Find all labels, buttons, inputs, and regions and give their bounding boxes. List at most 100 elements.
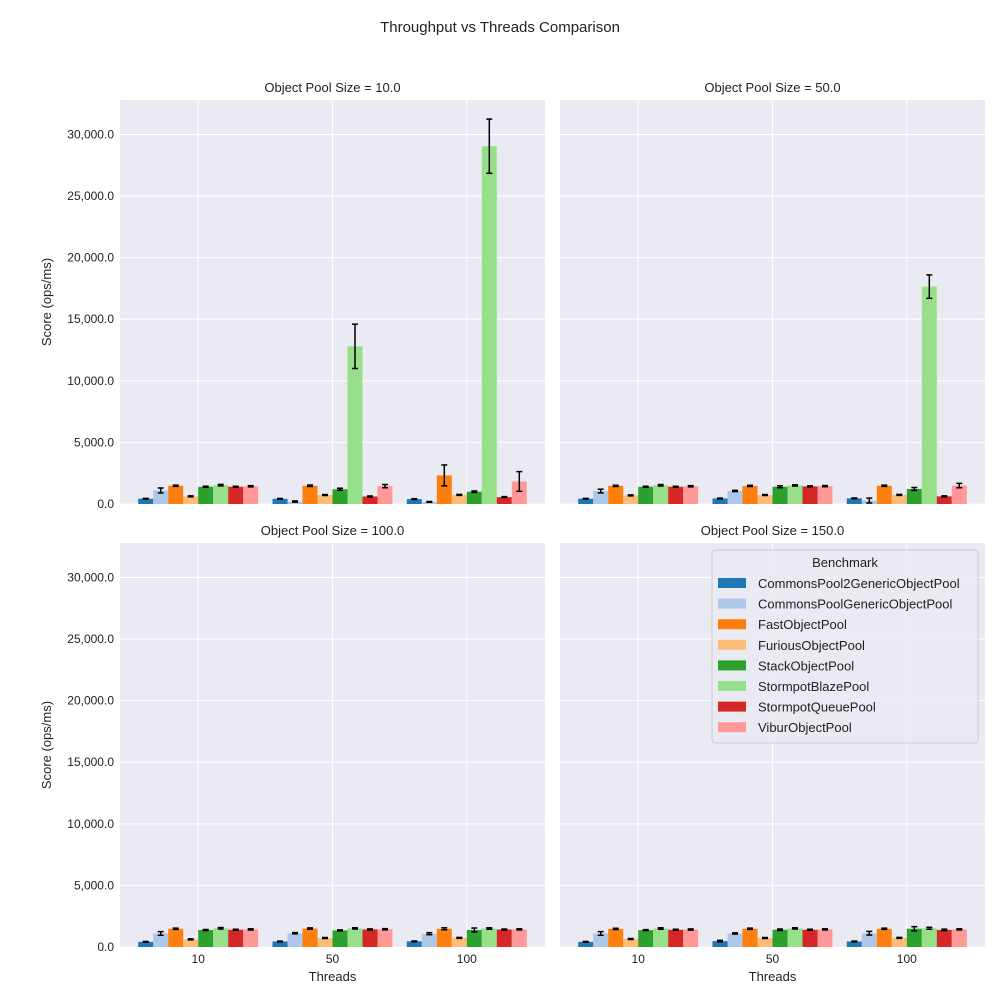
bar	[712, 941, 728, 947]
legend-swatch	[718, 722, 746, 733]
bar	[168, 928, 184, 947]
x-tick-label: 100	[457, 952, 477, 966]
y-tick-label: 0.0	[97, 497, 114, 511]
bar	[272, 498, 288, 504]
legend-swatch	[718, 619, 746, 630]
y-axis-label: Score (ops/ms)	[39, 701, 54, 789]
panel-title: Object Pool Size = 10.0	[264, 80, 400, 95]
panel-title: Object Pool Size = 100.0	[261, 523, 404, 538]
y-tick-label: 20,000.0	[67, 251, 114, 265]
bar	[846, 498, 862, 504]
bar	[772, 486, 788, 504]
y-tick-label: 15,000.0	[67, 312, 114, 326]
bar	[742, 928, 758, 947]
bar	[317, 495, 333, 504]
bar	[787, 928, 803, 947]
bar	[623, 495, 639, 504]
x-tick-label: 50	[326, 952, 340, 966]
legend-label: StackObjectPool	[758, 658, 854, 673]
bar	[742, 485, 758, 504]
bar	[712, 498, 728, 504]
y-tick-label: 20,000.0	[67, 694, 114, 708]
bar	[921, 286, 937, 504]
bar	[727, 933, 743, 947]
bar	[772, 929, 788, 947]
legend-label: StormpotQueuePool	[758, 700, 876, 715]
bar	[757, 938, 773, 947]
panel-3: Object Pool Size = 100.0 0.0 5,000.0 10,000…	[39, 523, 545, 984]
panel-1: Object Pool Size = 10.0 0.0 5,000.0 10,000.…	[39, 80, 545, 511]
bar	[817, 929, 833, 947]
bar	[243, 486, 259, 504]
bar	[936, 929, 952, 947]
legend-label: FastObjectPool	[758, 617, 847, 632]
legend-label: FuriousObjectPool	[758, 638, 865, 653]
x-axis-label: Threads	[309, 969, 357, 984]
bar	[317, 938, 333, 947]
bar	[683, 486, 699, 504]
bar	[906, 928, 922, 947]
bar	[951, 929, 967, 947]
bar	[511, 929, 527, 947]
bar	[578, 941, 594, 947]
bar	[332, 930, 348, 947]
bar	[846, 941, 862, 947]
x-tick-label: 100	[897, 952, 917, 966]
panel-2: Object Pool Size = 50.0	[560, 80, 985, 505]
bar	[653, 928, 669, 947]
bar	[802, 929, 818, 947]
bar	[228, 486, 244, 504]
y-tick-label: 5,000.0	[74, 435, 114, 449]
legend: Benchmark CommonsPool2GenericObjectPool Co…	[711, 549, 979, 744]
bar	[451, 937, 467, 947]
bar	[481, 928, 497, 947]
bar	[362, 929, 378, 947]
figure-title: Throughput vs Threads Comparison	[380, 19, 620, 36]
bar	[876, 928, 892, 947]
bar	[302, 485, 318, 504]
bar	[593, 491, 609, 504]
bar	[243, 929, 259, 947]
y-tick-label: 10,000.0	[67, 374, 114, 388]
x-tick-label: 10	[192, 952, 206, 966]
bar	[198, 930, 214, 947]
y-tick-label: 25,000.0	[67, 189, 114, 203]
x-tick-label: 50	[766, 952, 780, 966]
bar	[511, 481, 527, 504]
bar	[891, 494, 907, 504]
bar	[638, 930, 654, 947]
bar	[466, 930, 482, 947]
bar	[578, 498, 594, 504]
bar	[362, 496, 378, 504]
bar	[198, 486, 214, 504]
y-tick-label: 30,000.0	[67, 570, 114, 584]
bar	[481, 146, 497, 504]
bar	[638, 486, 654, 504]
bar	[623, 938, 639, 947]
bar	[183, 496, 199, 504]
bar	[138, 941, 154, 947]
legend-swatch	[718, 681, 746, 691]
bar	[802, 486, 818, 504]
bar	[183, 939, 199, 947]
y-tick-label: 30,000.0	[67, 127, 114, 141]
bar	[153, 490, 169, 504]
y-axis-label: Score (ops/ms)	[39, 258, 54, 346]
bar	[168, 485, 184, 504]
bar	[228, 929, 244, 947]
bar	[876, 485, 892, 504]
x-tick-label: 10	[632, 952, 646, 966]
x-axis-label: Threads	[749, 969, 797, 984]
bar	[213, 928, 229, 947]
legend-label: CommonsPool2GenericObjectPool	[758, 576, 960, 591]
legend-label: ViburObjectPool	[758, 720, 852, 735]
bar	[347, 928, 363, 947]
legend-swatch	[718, 660, 746, 671]
bar	[436, 928, 452, 947]
bar	[406, 941, 422, 947]
bar	[668, 929, 684, 947]
bar	[653, 485, 669, 504]
bar	[921, 928, 937, 947]
bar	[496, 929, 512, 947]
